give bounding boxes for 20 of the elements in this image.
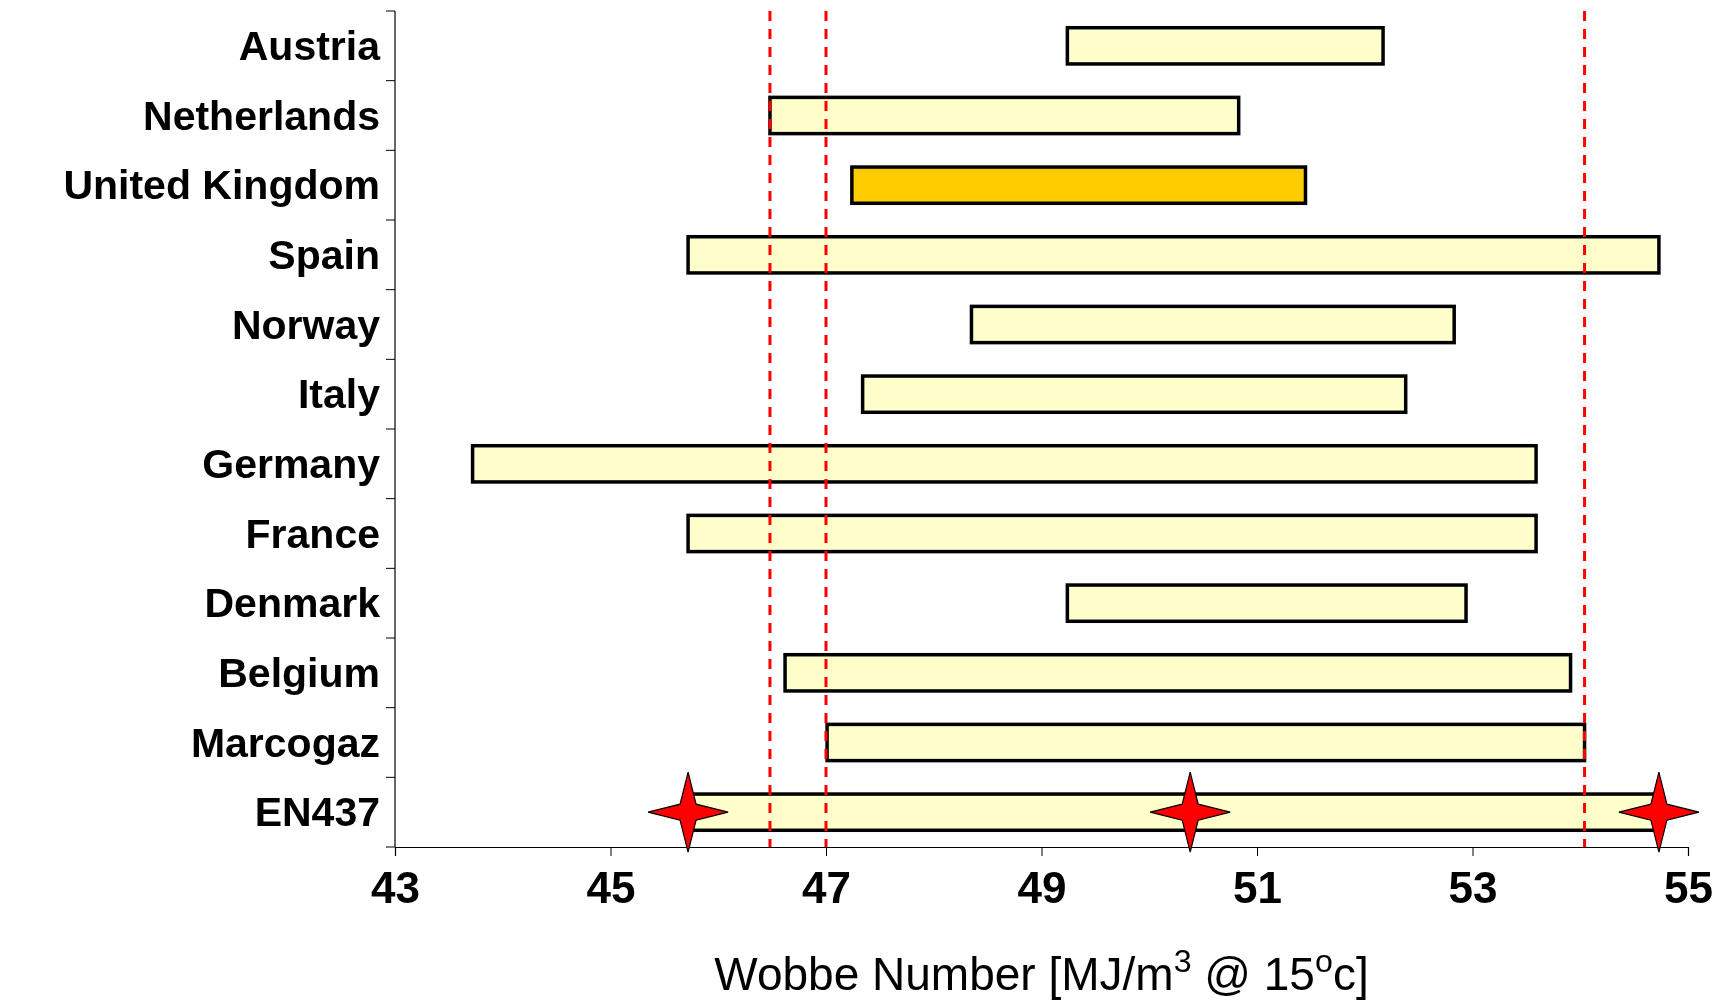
x-tick-label: 55 bbox=[1664, 863, 1713, 912]
x-tick-label: 43 bbox=[371, 863, 420, 912]
y-tick-label: France bbox=[245, 510, 380, 557]
y-tick-label: Denmark bbox=[204, 580, 381, 627]
y-tick-label: Netherlands bbox=[143, 92, 380, 139]
y-tick-label: Italy bbox=[297, 371, 381, 418]
y-tick-label: EN437 bbox=[254, 789, 380, 836]
x-tick-label: 53 bbox=[1448, 863, 1498, 912]
y-tick-label: Germany bbox=[202, 440, 381, 487]
x-tick-label: 51 bbox=[1233, 863, 1282, 912]
x-tick-label: 49 bbox=[1017, 863, 1067, 912]
y-tick-label: Norway bbox=[231, 301, 381, 348]
y-tick-label: Austria bbox=[238, 22, 382, 69]
x-tick-label: 45 bbox=[586, 863, 636, 912]
y-tick-label: Belgium bbox=[218, 649, 380, 696]
x-tick-label: 47 bbox=[802, 863, 851, 912]
y-tick-label: Marcogaz bbox=[190, 719, 380, 766]
y-tick-label: Spain bbox=[268, 231, 380, 278]
y-tick-label: United Kingdom bbox=[63, 162, 380, 209]
x-axis-title: Wobbe Number [MJ/m$^{3}$ @ 15$^{o}$c] bbox=[714, 943, 1369, 1000]
